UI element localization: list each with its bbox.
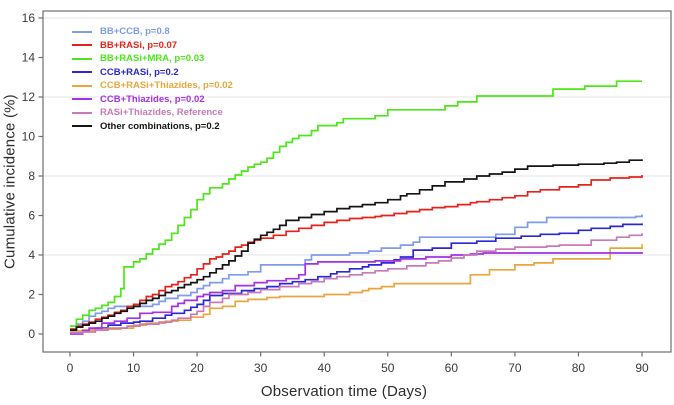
series-bb-rasi xyxy=(70,175,643,330)
x-tick-label: 10 xyxy=(127,361,141,375)
x-tick-label: 50 xyxy=(381,361,395,375)
legend-item: BB+RASi+MRA, p=0.03 xyxy=(72,52,233,66)
legend-line-swatch xyxy=(72,44,92,47)
x-tick-label: 20 xyxy=(190,361,204,375)
y-tick-label: 4 xyxy=(28,248,35,262)
series-ccb-rasi xyxy=(70,223,643,334)
legend-item-label: CCB+Thiazides, p=0.02 xyxy=(100,93,205,105)
plot-frame xyxy=(42,10,672,353)
x-tick-label: 60 xyxy=(445,361,459,375)
x-tick-label: 80 xyxy=(572,361,586,375)
series-bb-rasi-mra xyxy=(70,80,642,327)
x-tick-label: 90 xyxy=(635,361,649,375)
series-other-combinations xyxy=(70,159,643,331)
legend-item-label: RASi+Thiazides, Reference xyxy=(100,107,223,118)
y-tick-label: 8 xyxy=(28,169,35,183)
legend-item-label: CCB+RASi, p=0.2 xyxy=(100,66,179,78)
legend-line-swatch xyxy=(72,98,92,101)
series-ccb-thiazides xyxy=(70,252,643,335)
legend-item: Other combinations, p=0.2 xyxy=(72,120,233,134)
legend-item-label: BB+RASi+MRA, p=0.03 xyxy=(100,53,205,64)
y-tick-label: 0 xyxy=(28,327,35,341)
legend-line-swatch xyxy=(72,111,92,114)
y-tick-label: 12 xyxy=(22,90,36,104)
y-tick-label: 14 xyxy=(22,51,36,65)
legend-item: CCB+RASi, p=0.2 xyxy=(72,66,233,80)
legend-item: BB+CCB, p=0.8 xyxy=(72,25,233,39)
legend-item-label: CCB+RASi+Thiazides, p=0.02 xyxy=(100,80,233,91)
x-axis-title: Observation time (Days) xyxy=(260,383,428,400)
x-tick-label: 30 xyxy=(254,361,268,375)
x-tick-label: 40 xyxy=(318,361,332,375)
legend-item: CCB+Thiazides, p=0.02 xyxy=(72,93,233,107)
y-tick-label: 16 xyxy=(22,11,36,25)
legend-line-swatch xyxy=(72,71,92,74)
legend-line-swatch xyxy=(72,125,92,128)
legend-line-swatch xyxy=(72,30,92,33)
x-tick-label: 70 xyxy=(508,361,522,375)
y-tick-label: 10 xyxy=(22,130,36,144)
y-tick-label: 2 xyxy=(28,288,35,302)
series-bb-ccb xyxy=(70,214,643,330)
legend-line-swatch xyxy=(72,57,92,60)
y-axis-title: Cumulative incidence (%) xyxy=(1,94,19,269)
x-tick-label: 0 xyxy=(67,361,74,375)
y-tick-label: 6 xyxy=(28,209,35,223)
legend: BB+CCB, p=0.8 BB+RASi, p=0.07 BB+RASi+MR… xyxy=(72,25,233,133)
legend-item: CCB+RASi+Thiazides, p=0.02 xyxy=(72,79,233,93)
series-rasi-thiazides xyxy=(70,233,643,334)
legend-item: RASi+Thiazides, Reference xyxy=(72,106,233,120)
legend-item-label: BB+RASi, p=0.07 xyxy=(100,39,178,51)
legend-item-label: Other combinations, p=0.2 xyxy=(100,120,220,132)
legend-item: BB+RASi, p=0.07 xyxy=(72,39,233,53)
legend-line-swatch xyxy=(72,84,92,87)
legend-item-label: BB+CCB, p=0.8 xyxy=(100,26,170,37)
